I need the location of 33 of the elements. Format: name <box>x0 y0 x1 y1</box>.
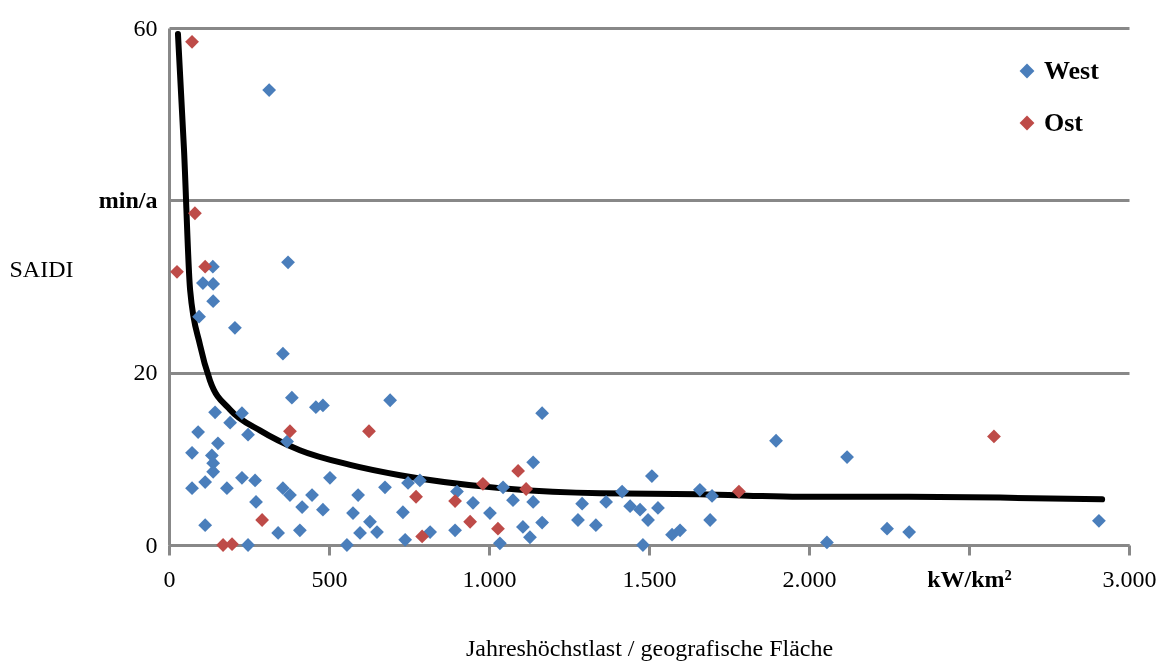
x-tick-label: 2.000 <box>782 565 837 592</box>
point <box>409 489 423 504</box>
x-tick-label: 3.000 <box>1102 565 1157 592</box>
x-tick-label: kW/km² <box>927 565 1012 592</box>
y-tick-label: min/a <box>98 186 158 213</box>
point <box>491 521 505 536</box>
point <box>188 206 202 221</box>
x-axis-title: Jahreshöchstlast / geografische Fläche <box>465 634 834 661</box>
point <box>225 537 239 552</box>
x-tick-label: 1.000 <box>462 565 517 592</box>
point <box>448 494 462 508</box>
point <box>732 484 746 499</box>
point <box>415 529 430 544</box>
point <box>198 259 213 274</box>
point <box>987 429 1001 444</box>
x-tick-label: 500 <box>311 565 348 592</box>
point <box>170 264 184 279</box>
x-tick-label: 1.500 <box>622 565 677 592</box>
point <box>255 513 270 527</box>
y-tick-label: 20 <box>133 359 158 386</box>
y-axis-title: SAIDI <box>9 255 74 282</box>
x-tick-label: 0 <box>163 565 176 592</box>
legend-label: West <box>1044 56 1100 85</box>
point <box>185 34 199 49</box>
point <box>476 476 490 491</box>
point <box>362 424 376 439</box>
y-tick-label: 0 <box>145 531 158 558</box>
point <box>511 464 526 478</box>
legend-label: Ost <box>1044 108 1084 137</box>
y-tick-label: 60 <box>133 14 158 41</box>
point <box>463 514 478 529</box>
point <box>519 482 534 496</box>
point <box>283 424 297 439</box>
